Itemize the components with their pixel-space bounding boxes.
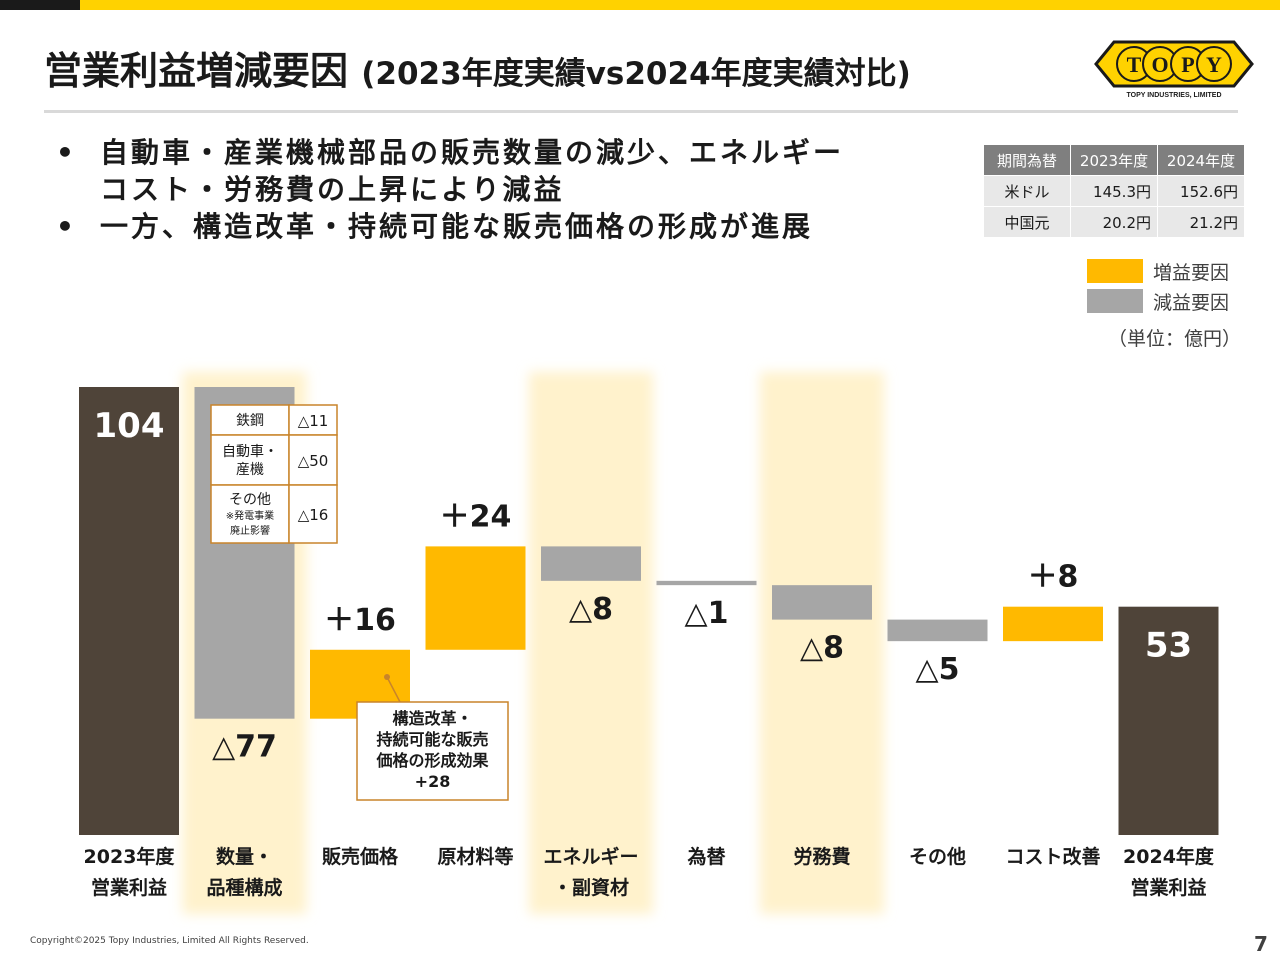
breakdown-cell (288, 484, 338, 544)
category-label: ・副資材 (553, 876, 629, 899)
highlight-column (760, 372, 884, 914)
value-label: △77 (212, 730, 277, 765)
svg-text:T: T (1127, 52, 1142, 77)
breakdown-value: △50 (298, 452, 329, 470)
legend-item-decrease: 減益要因 (1087, 286, 1229, 316)
category-label: 営業利益 (91, 876, 167, 899)
chart-legend: 増益要因 減益要因 (1087, 256, 1229, 316)
waterfall-bar (79, 387, 179, 835)
legend-item-increase: 増益要因 (1087, 256, 1229, 286)
fx-rate-table: 期間為替 2023年度 2024年度 米ドル 145.3円 152.6円 中国元… (983, 144, 1245, 238)
breakdown-label: 産機 (236, 462, 264, 478)
fx-cell: 20.2円 (1070, 206, 1158, 238)
category-label: 2023年度 (84, 845, 176, 868)
callout-dot (384, 674, 390, 680)
bullet-line: 自動車・産業機械部品の販売数量の減少、エネルギー (100, 136, 845, 169)
breakdown-label: ※発電事業 (226, 509, 274, 522)
breakdown-label: 廃止影響 (230, 524, 270, 537)
fx-row: 中国元 20.2円 21.2円 (983, 206, 1245, 238)
value-label: △8 (800, 631, 844, 666)
breakdown-label: 自動車・ (222, 443, 278, 460)
category-label: 原材料等 (437, 845, 513, 868)
callout-text: 価格の形成効果 (375, 751, 488, 770)
breakdown-label: 鉄鋼 (236, 413, 264, 429)
callout-box (356, 701, 509, 801)
fx-header: 2024年度 (1157, 144, 1245, 176)
bullet-item: • 一方、構造改革・持続可能な販売価格の形成が進展 (56, 208, 956, 245)
waterfall-bar (772, 585, 872, 620)
fx-cell: 21.2円 (1157, 206, 1245, 238)
page-number: 7 (1254, 932, 1268, 956)
callout-text: +28 (415, 772, 451, 791)
breakdown-cell (210, 484, 290, 544)
breakdown-value: △16 (298, 506, 329, 524)
top-bar-dark (0, 0, 80, 10)
breakdown-value: △11 (298, 412, 329, 430)
value-label: △1 (685, 596, 729, 631)
category-label: 販売価格 (322, 845, 399, 868)
unit-label: （単位：億円） (1108, 328, 1242, 350)
value-label: ＋8 (1028, 560, 1079, 595)
fx-cell: 145.3円 (1070, 175, 1158, 207)
waterfall-bar (1118, 606, 1219, 835)
value-label: △8 (569, 592, 613, 627)
bullet-line: コスト・労務費の上昇により減益 (100, 173, 565, 206)
summary-bullets: • 自動車・産業機械部品の販売数量の減少、エネルギー コスト・労務費の上昇により… (56, 134, 956, 245)
waterfall-bar (541, 546, 641, 581)
bullet-line: 一方、構造改革・持続可能な販売価格の形成が進展 (100, 210, 814, 243)
waterfall-bar (887, 619, 988, 642)
category-label: 労務費 (793, 845, 850, 868)
category-label: その他 (909, 845, 966, 868)
legend-label: 減益要因 (1153, 291, 1230, 314)
category-label: 為替 (687, 845, 726, 868)
page-title: 営業利益増減要因 (2023年度実績vs2024年度実績対比) (44, 40, 911, 95)
title-main: 営業利益増減要因 (44, 49, 349, 93)
waterfall-bar (425, 546, 526, 650)
bullet-dot: • (56, 210, 77, 243)
breakdown-cell (210, 404, 290, 436)
svg-text:Y: Y (1206, 52, 1222, 77)
category-label: エネルギー (543, 846, 638, 868)
value-label: 53 (1145, 626, 1192, 666)
fx-currency: 米ドル (983, 175, 1071, 207)
title-divider (44, 110, 1238, 113)
fx-row: 米ドル 145.3円 152.6円 (983, 175, 1245, 207)
callout-leader (386, 676, 401, 703)
value-label: ＋16 (324, 603, 396, 638)
title-subtitle: (2023年度実績vs2024年度実績対比) (361, 56, 911, 92)
waterfall-bar (1003, 606, 1103, 642)
category-label: コスト改善 (1005, 845, 1100, 868)
bullet-item: • 自動車・産業機械部品の販売数量の減少、エネルギー コスト・労務費の上昇により… (56, 134, 956, 208)
value-label: ＋24 (440, 499, 512, 534)
svg-text:P: P (1181, 52, 1194, 77)
legend-swatch (1087, 289, 1143, 313)
breakdown-label: その他 (229, 492, 271, 508)
logo-tagline: TOPY INDUSTRIES, LIMITED (1126, 92, 1221, 99)
top-bar-yellow (80, 0, 1280, 10)
legend-swatch (1087, 259, 1143, 283)
legend-label: 増益要因 (1153, 261, 1230, 284)
value-label: △5 (916, 652, 960, 687)
category-label: 2024年度 (1123, 845, 1215, 868)
category-label: 数量・ (216, 845, 273, 868)
fx-currency: 中国元 (983, 206, 1071, 238)
category-label: 営業利益 (1130, 876, 1206, 899)
highlight-column (529, 372, 653, 914)
category-label: 品種構成 (206, 876, 282, 899)
bullet-dot: • (56, 136, 77, 169)
callout-text: 構造改革・ (392, 709, 472, 728)
fx-cell: 152.6円 (1157, 175, 1245, 207)
waterfall-bar (656, 580, 757, 586)
svg-text:O: O (1151, 52, 1168, 77)
callout-text: 持続可能な販売 (376, 730, 488, 749)
copyright: Copyright©2025 Topy Industries, Limited … (30, 936, 309, 946)
fx-header: 2023年度 (1070, 144, 1158, 176)
value-label: 104 (94, 406, 165, 446)
